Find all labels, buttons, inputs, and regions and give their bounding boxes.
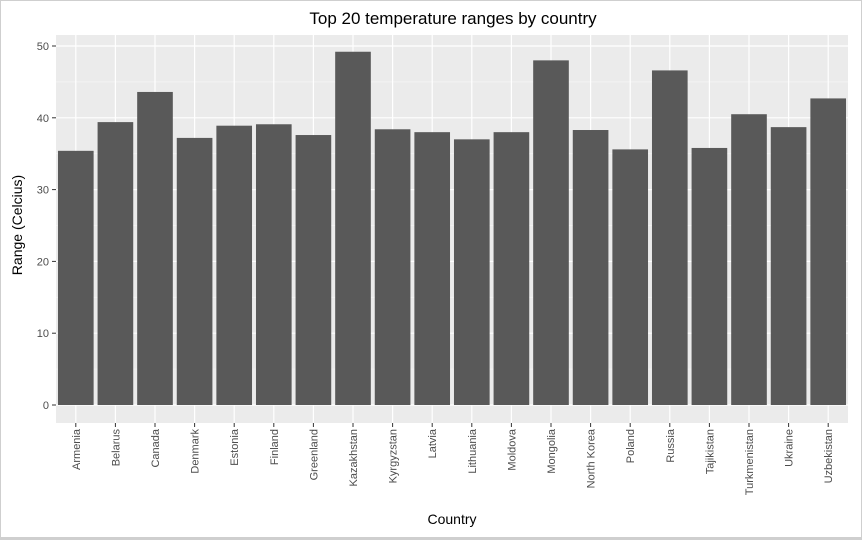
bar-belarus [97, 122, 134, 405]
bar-greenland [295, 135, 332, 406]
bar-poland [612, 149, 649, 405]
x-tick-label: Latvia [427, 428, 439, 458]
x-tick-label: Moldova [506, 428, 518, 470]
bar-north-korea [572, 130, 609, 406]
bar-moldova [493, 132, 530, 405]
x-tick-label: Belarus [110, 429, 122, 467]
y-tick-label: 10 [37, 328, 49, 340]
x-tick-label: Ukraine [784, 429, 796, 467]
x-tick-label: Russia [665, 428, 677, 463]
bar-uzbekistan [810, 98, 847, 405]
x-axis-ticks: Armenia Belarus Canada Denmark Estonia Finlan… [71, 423, 835, 495]
x-tick-label: Estonia [229, 428, 241, 466]
x-tick-label: Kyrgyzstan [388, 429, 400, 483]
bar-finland [255, 124, 292, 406]
bar-estonia [216, 125, 253, 405]
x-tick-label: Kazakhstan [348, 429, 360, 486]
bar-denmark [176, 137, 213, 406]
bar-mongolia [533, 60, 569, 406]
y-axis-title: Range (Celcius) [9, 175, 25, 275]
x-tick-label: Canada [150, 428, 162, 467]
bar-russia [651, 70, 688, 406]
plot-panel [56, 35, 848, 423]
bars [57, 51, 847, 406]
x-tick-label: Turkmenistan [744, 429, 756, 495]
y-tick-label: 0 [43, 400, 49, 412]
bar-lithuania [453, 139, 490, 405]
y-axis-ticks: 0 10 20 30 40 50 [37, 41, 56, 412]
x-tick-label: Denmark [190, 429, 202, 474]
bar-kazakhstan [335, 51, 371, 406]
bar-armenia [57, 150, 94, 405]
bar-ukraine [770, 127, 807, 405]
bar-latvia [414, 132, 451, 405]
x-axis-title: Country [427, 511, 476, 527]
bar-canada [137, 91, 173, 406]
chart-title: Top 20 temperature ranges by country [309, 9, 597, 28]
bar-turkmenistan [731, 114, 767, 406]
x-tick-label: Finland [269, 429, 281, 465]
x-tick-label: Armenia [71, 428, 83, 470]
x-tick-label: Greenland [308, 429, 320, 480]
x-tick-label: Uzbekistan [823, 429, 835, 483]
x-tick-label: Mongolia [546, 428, 558, 474]
x-tick-label: Lithuania [467, 428, 479, 474]
y-tick-label: 30 [37, 185, 49, 197]
x-tick-label: North Korea [586, 428, 598, 488]
bar-tajikistan [691, 147, 728, 405]
y-tick-label: 50 [37, 41, 49, 53]
bar-kyrgyzstan [374, 129, 411, 405]
y-tick-label: 20 [37, 256, 49, 268]
y-tick-label: 40 [37, 113, 49, 125]
x-tick-label: Tajikistan [704, 429, 716, 474]
x-tick-label: Poland [625, 429, 637, 463]
